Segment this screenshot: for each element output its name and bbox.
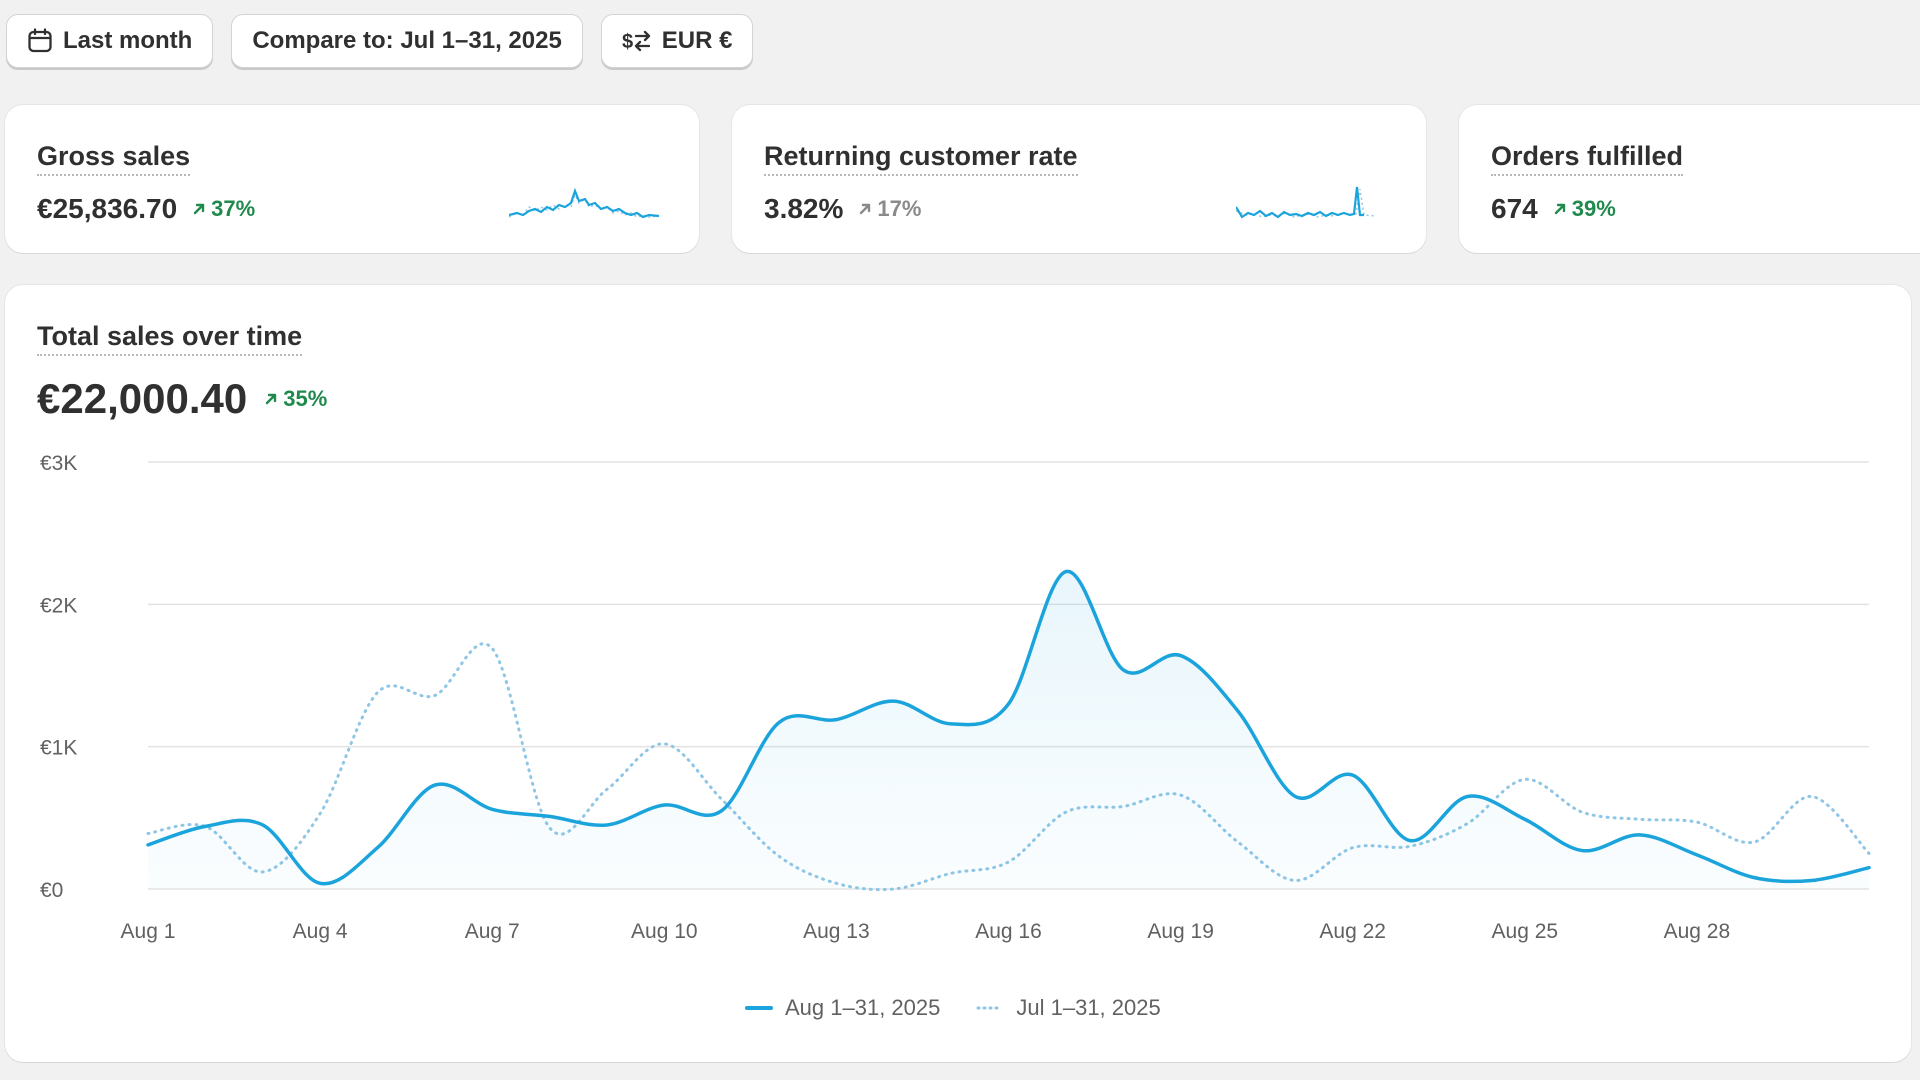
sales-line-chart[interactable]: €0 €1K €2K €3K Aug 1 Aug 4 Aug 7 Aug 10 Aug 13 Au… (5, 285, 1911, 985)
metric-value: 3.82% (764, 193, 844, 224)
delta-badge: 37% (191, 196, 255, 222)
series-line-current (146, 569, 1871, 886)
calendar-icon (28, 28, 52, 53)
sparkline (509, 187, 660, 219)
arrow-up-right-icon (193, 203, 205, 215)
currency-exchange-icon: $ (622, 30, 650, 53)
total-sales-card: Total sales over time €22,000.40 35% €0 €… (5, 285, 1911, 1062)
legend-label: Aug 1–31, 2025 (785, 995, 941, 1020)
arrow-up-right-icon (1554, 203, 1565, 215)
legend-label: Jul 1–31, 2025 (1016, 995, 1161, 1020)
chart-legend: Aug 1–31, 2025 Jul 1–31, 2025 (745, 995, 1161, 1021)
y-tick-label: €0 (40, 879, 63, 902)
x-tick-label: Aug 16 (975, 920, 1042, 943)
x-tick-label: Aug 25 (1492, 920, 1559, 943)
y-tick-label: €3K (40, 452, 77, 475)
metric-card-gross-sales[interactable]: Gross sales €25,836.70 37% (5, 105, 699, 253)
date-range-label: Last month (63, 27, 193, 54)
metric-title[interactable]: Orders fulfilled (1491, 141, 1684, 176)
metric-card-returning-customer-rate[interactable]: Returning customer rate 3.82% 17% (732, 105, 1426, 253)
sparkline (1236, 186, 1377, 219)
compare-label: Compare to: Jul 1–31, 2025 (252, 27, 562, 54)
x-tick-label: Aug 22 (1319, 920, 1386, 943)
metric-card-orders-fulfilled[interactable]: Orders fulfilled 674 39% (1459, 105, 1920, 253)
toolbar: Last month Compare to: Jul 1–31, 2025 $ … (6, 14, 754, 68)
arrow-up-right-icon (266, 393, 277, 405)
metric-value: 674 (1491, 193, 1538, 224)
currency-label: EUR € (661, 27, 733, 54)
compare-button[interactable]: Compare to: Jul 1–31, 2025 (231, 14, 583, 68)
delta-value: 37% (211, 196, 256, 221)
delta-badge: 35% (263, 386, 327, 412)
x-tick-label: Aug 28 (1664, 920, 1731, 943)
x-tick-label: Aug 4 (293, 920, 348, 943)
x-tick-label: Aug 1 (121, 920, 176, 943)
delta-badge: 17% (857, 196, 921, 222)
x-tick-label: Aug 19 (1147, 920, 1214, 943)
legend-dotted-swatch (976, 1006, 1004, 1010)
delta-value: 35% (283, 386, 328, 411)
x-tick-label: Aug 13 (803, 920, 870, 943)
svg-text:$: $ (622, 31, 633, 53)
total-sales-value: €22,000.40 (37, 375, 248, 422)
metric-title[interactable]: Returning customer rate (764, 141, 1078, 176)
legend-solid-swatch (745, 1006, 773, 1010)
x-tick-label: Aug 7 (465, 920, 520, 943)
arrow-up-right-icon (860, 203, 871, 215)
legend-item-current[interactable]: Aug 1–31, 2025 (745, 995, 940, 1021)
delta-badge: 39% (1552, 196, 1616, 222)
y-tick-label: €1K (40, 737, 77, 760)
x-tick-label: Aug 10 (631, 920, 698, 943)
series-area-current (148, 571, 1869, 889)
metric-title[interactable]: Gross sales (37, 141, 191, 176)
date-range-button[interactable]: Last month (6, 14, 214, 68)
chart-title[interactable]: Total sales over time (37, 321, 303, 356)
delta-value: 17% (877, 196, 922, 221)
y-tick-label: €2K (40, 594, 77, 617)
legend-item-comparison[interactable]: Jul 1–31, 2025 (976, 995, 1161, 1021)
metric-value: €25,836.70 (37, 193, 178, 224)
delta-value: 39% (1571, 196, 1616, 221)
currency-button[interactable]: $ EUR € (600, 14, 754, 68)
